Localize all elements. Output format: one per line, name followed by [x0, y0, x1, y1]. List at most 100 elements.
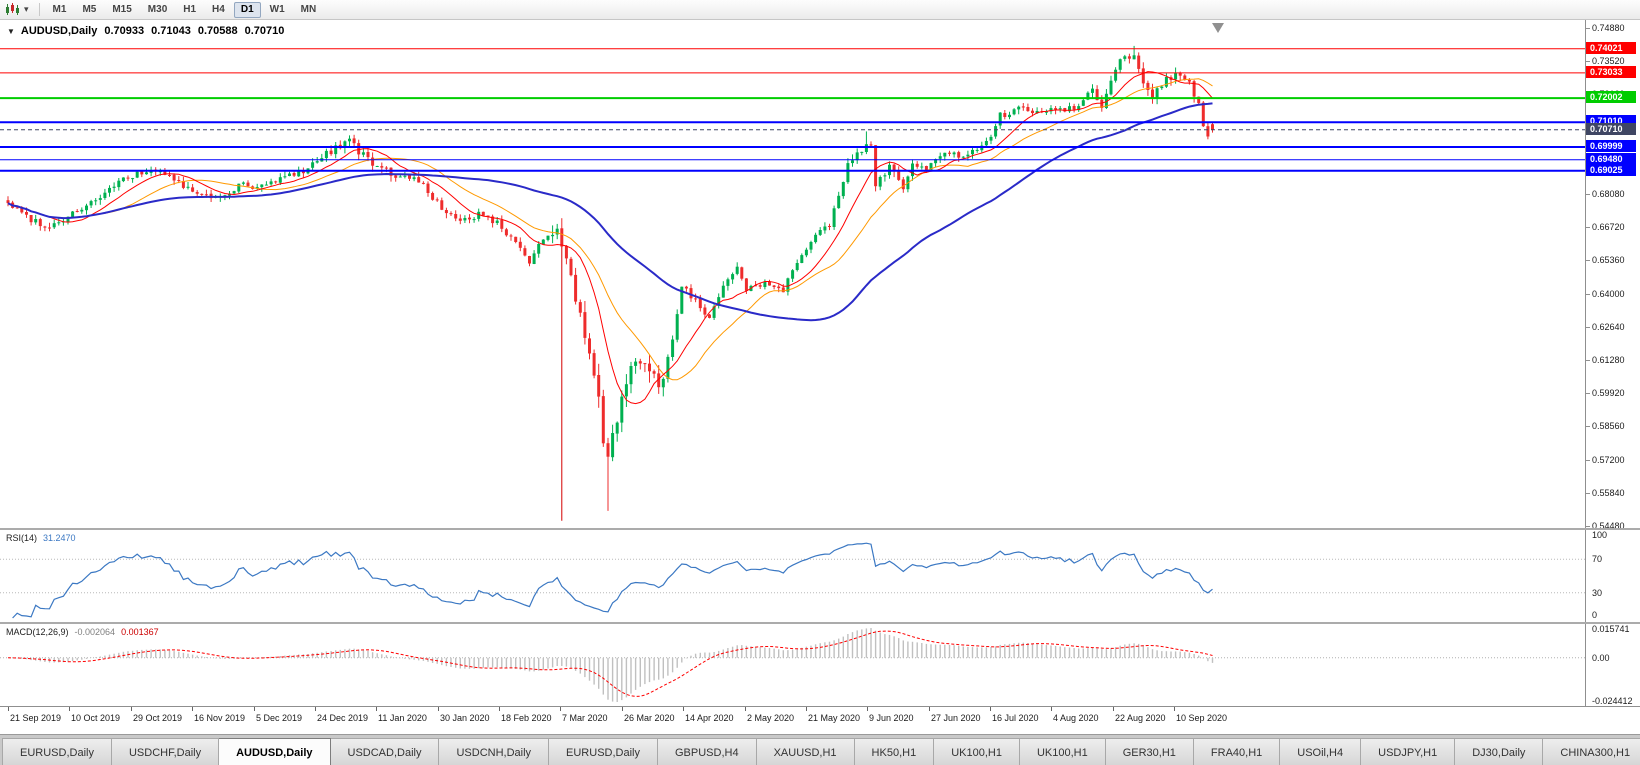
- time-axis[interactable]: 21 Sep 2019 10 Oct 2019 29 Oct 2019 16 Nov …: [0, 706, 1640, 734]
- ohlc-open: 0.70933: [104, 25, 145, 37]
- chart-tab-CHINA300,H1[interactable]: CHINA300,H1: [1543, 738, 1640, 765]
- price-axis-label: 0.74880: [1592, 23, 1625, 33]
- time-axis-tick: [69, 707, 70, 711]
- timeframe-button-H4[interactable]: H4: [212, 3, 225, 15]
- chart-tab-UK100,H1[interactable]: UK100,H1: [934, 738, 1020, 765]
- price-axis-label: 0.68080: [1592, 189, 1625, 199]
- time-axis-tick: [438, 707, 439, 711]
- timeframe-button-M5[interactable]: M5: [82, 3, 97, 15]
- chart-tab-USOil,H4[interactable]: USOil,H4: [1280, 738, 1362, 765]
- chart-tab-FRA40,H1[interactable]: FRA40,H1: [1193, 738, 1281, 765]
- price-axis-label: 0.55840: [1592, 488, 1625, 498]
- rsi-axis-label: 30: [1592, 588, 1603, 598]
- time-axis-tick: [806, 707, 807, 711]
- price-axis-label: 0.64000: [1592, 289, 1625, 299]
- macd-signal-line: [7, 630, 1213, 697]
- chart-tab-GER30,H1[interactable]: GER30,H1: [1105, 738, 1194, 765]
- time-axis-tick: [315, 707, 316, 711]
- timeframe-button-M30[interactable]: M30: [147, 3, 168, 15]
- price-tag-0.72002: 0.72002: [1586, 91, 1636, 103]
- chart-tab-EURUSD,Daily[interactable]: EURUSD,Daily: [2, 738, 112, 765]
- top-toolbar: ▾ M1 M5 M15 M30 H1 H4 D1 W1 MN: [0, 0, 1640, 20]
- timeframe-button-MN[interactable]: MN: [300, 3, 317, 15]
- price-axis-tick: [1586, 426, 1590, 427]
- rsi-line: [12, 542, 1213, 619]
- timeframe-button-M15[interactable]: M15: [112, 3, 132, 15]
- chart-type-icon[interactable]: [5, 3, 21, 16]
- time-axis-label: 5 Dec 2019: [256, 713, 303, 723]
- chart-tab-AUDUSD,Daily[interactable]: AUDUSD,Daily: [219, 738, 331, 765]
- dropdown-caret-icon[interactable]: ▾: [24, 4, 29, 14]
- price-axis-tick: [1586, 260, 1590, 261]
- price-axis-tick: [1586, 28, 1590, 29]
- time-axis-label: 14 Apr 2020: [685, 713, 734, 723]
- time-axis-label: 22 Aug 2020: [1115, 713, 1166, 723]
- macd-axis-label: 0.015741: [1592, 624, 1630, 634]
- toolbar-separator: [38, 3, 40, 16]
- chart-shift-marker[interactable]: [1212, 23, 1224, 33]
- chart-tab-HK50,H1[interactable]: HK50,H1: [854, 738, 935, 765]
- chart-tab-USDCNH,Daily[interactable]: USDCNH,Daily: [439, 738, 550, 765]
- price-axis[interactable]: 0.748800.735200.721600.708000.694400.680…: [1586, 20, 1640, 531]
- time-axis-tick: [1174, 707, 1175, 711]
- price-tag-0.69025: 0.69025: [1586, 164, 1636, 176]
- rsi-pane[interactable]: [0, 530, 1585, 622]
- price-axis-tick: [1586, 227, 1590, 228]
- rsi-name: RSI(14): [6, 533, 38, 543]
- chart-tab-DJ30,Daily[interactable]: DJ30,Daily: [1455, 738, 1544, 765]
- timeframe-button-M1[interactable]: M1: [52, 3, 67, 15]
- time-axis-tick: [376, 707, 377, 711]
- chart-tabs-bar: EURUSD,Daily USDCHF,Daily AUDUSD,Daily USDC…: [0, 734, 1640, 765]
- time-axis-label: 2 May 2020: [747, 713, 795, 723]
- time-axis-tick: [929, 707, 930, 711]
- price-axis-tick: [1586, 360, 1590, 361]
- price-tag-0.69480: 0.69480: [1586, 153, 1636, 165]
- chart-tab-USDCAD,Daily[interactable]: USDCAD,Daily: [330, 738, 440, 765]
- rsi-axis: 100 70 30 0: [1586, 530, 1640, 622]
- rsi-value: 31.2470: [43, 533, 76, 543]
- price-chart-pane[interactable]: [0, 20, 1585, 528]
- axis-divider: [1585, 20, 1586, 734]
- pane-separator[interactable]: [0, 528, 1640, 530]
- macd-histogram: [11, 628, 1214, 702]
- price-axis-label: 0.66720: [1592, 222, 1625, 232]
- chart-tab-UK100,H1[interactable]: UK100,H1: [1019, 738, 1106, 765]
- price-axis-label: 0.57200: [1592, 455, 1625, 465]
- price-tag-0.69999: 0.69999: [1586, 140, 1636, 152]
- chart-tab-USDCHF,Daily[interactable]: USDCHF,Daily: [111, 738, 220, 765]
- timeframe-button-H1[interactable]: H1: [183, 3, 197, 15]
- price-axis-label: 0.58560: [1592, 421, 1625, 431]
- time-axis-tick: [622, 707, 623, 711]
- price-tag-0.73033: 0.73033: [1586, 66, 1636, 78]
- time-axis-label: 16 Jul 2020: [992, 713, 1039, 723]
- chart-tab-EURUSD,Daily[interactable]: EURUSD,Daily: [549, 738, 658, 765]
- chart-tab-XAUUSD,H1[interactable]: XAUUSD,H1: [756, 738, 855, 765]
- price-axis-tick: [1586, 61, 1590, 62]
- time-axis-label: 21 Sep 2019: [10, 713, 62, 723]
- price-axis-label: 0.73520: [1592, 56, 1625, 66]
- rsi-axis-label: 70: [1592, 554, 1603, 564]
- time-axis-tick: [192, 707, 193, 711]
- price-axis-label: 0.61280: [1592, 355, 1625, 365]
- timeframe-button-D1[interactable]: D1: [233, 1, 261, 18]
- price-axis-label: 0.54480: [1592, 521, 1625, 531]
- timeframe-button-W1[interactable]: W1: [269, 3, 285, 15]
- rsi-indicator-label: RSI(14) 31.2470: [6, 533, 76, 543]
- chart-tab-USDJPY,H1[interactable]: USDJPY,H1: [1361, 738, 1456, 765]
- macd-pane[interactable]: [0, 624, 1585, 706]
- price-axis-label: 0.65360: [1592, 255, 1625, 265]
- time-axis-tick: [560, 707, 561, 711]
- ohlc-low: 0.70588: [197, 25, 238, 37]
- macd-axis-label: -0.024412: [1592, 696, 1633, 706]
- time-axis-tick: [745, 707, 746, 711]
- price-axis-tick: [1586, 393, 1590, 394]
- rsi-axis-label: 0: [1592, 610, 1598, 620]
- time-axis-tick: [499, 707, 500, 711]
- pane-separator[interactable]: [0, 622, 1640, 624]
- moving-average-21: [7, 78, 1213, 381]
- one-click-trading-icon[interactable]: ▼: [7, 26, 15, 36]
- candles: [6, 45, 1214, 511]
- time-axis-label: 27 Jun 2020: [931, 713, 981, 723]
- macd-main-value: -0.002064: [74, 627, 116, 637]
- chart-tab-GBPUSD,H4[interactable]: GBPUSD,H4: [658, 738, 757, 765]
